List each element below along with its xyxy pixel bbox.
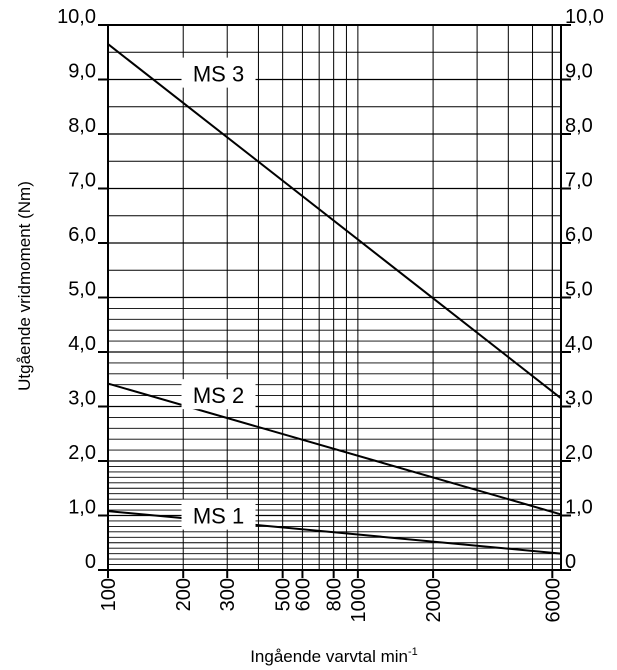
y-tick-label-left: 5,0 (68, 279, 96, 301)
y-tick-label-left: 8,0 (68, 115, 96, 137)
series-label-bg (181, 379, 256, 410)
labels: MS 3 MS 2 MS 1 0 1,0 2,0 3,0 4,0 5,0 6,0 7,0 8,0 9,0… (57, 6, 604, 623)
y-tick-label-right: 9,0 (565, 61, 593, 83)
series-label: MS 3 (193, 62, 244, 87)
y-tick-label-right: 4,0 (565, 333, 593, 355)
x-tick-label: 200 (173, 578, 195, 611)
y-tick-label-left: 10,0 (57, 6, 96, 28)
y-tick-label-left: 7,0 (68, 170, 96, 192)
series-line-ms-3 (107, 43, 562, 400)
y-tick-label-right: 8,0 (565, 115, 593, 137)
y-tick-label-right: 1,0 (565, 497, 593, 519)
y-tick-label-left: 0 (85, 551, 96, 573)
y-tick-label-left: 9,0 (68, 61, 96, 83)
x-tick-label: 2000 (423, 578, 445, 623)
grid (108, 25, 561, 570)
x-tick-label: 500 (273, 578, 295, 611)
y-tick-label-right: 6,0 (565, 224, 593, 246)
series-label: MS 1 (193, 504, 244, 529)
y-tick-label-left: 2,0 (68, 442, 96, 464)
plot-frame (98, 24, 571, 578)
series-line-ms-2 (107, 382, 562, 516)
y-tick-label-left: 4,0 (68, 333, 96, 355)
y-tick-label-right: 10,0 (565, 6, 604, 28)
y-tick-label-right: 0 (565, 551, 576, 573)
y-tick-label-right: 7,0 (565, 170, 593, 192)
y-tick-label-left: 1,0 (68, 497, 96, 519)
y-tick-label-right: 5,0 (565, 279, 593, 301)
series-label: MS 2 (193, 383, 244, 408)
y-tick-label-right: 3,0 (565, 388, 593, 410)
x-axis-label: Ingående varvtal min-1 (250, 646, 418, 666)
x-tick-label: 100 (98, 578, 120, 611)
x-axis-label-superscript: -1 (408, 646, 418, 658)
series-line-ms-1 (107, 510, 562, 555)
x-tick-label: 300 (217, 578, 239, 611)
y-tick-label-left: 3,0 (68, 388, 96, 410)
x-tick-label: 800 (324, 578, 346, 611)
y-tick-label-right: 2,0 (565, 442, 593, 464)
y-tick-label-left: 6,0 (68, 224, 96, 246)
series-label-bg (181, 57, 256, 88)
x-tick-label: 1000 (348, 578, 370, 623)
x-axis-label-text: Ingående varvtal min (250, 647, 408, 666)
y-axis-label: Utgående vridmoment (Nm) (15, 181, 34, 391)
x-tick-label: 600 (292, 578, 314, 611)
series-label-bg (181, 499, 256, 530)
x-tick-label: 6000 (542, 578, 564, 623)
